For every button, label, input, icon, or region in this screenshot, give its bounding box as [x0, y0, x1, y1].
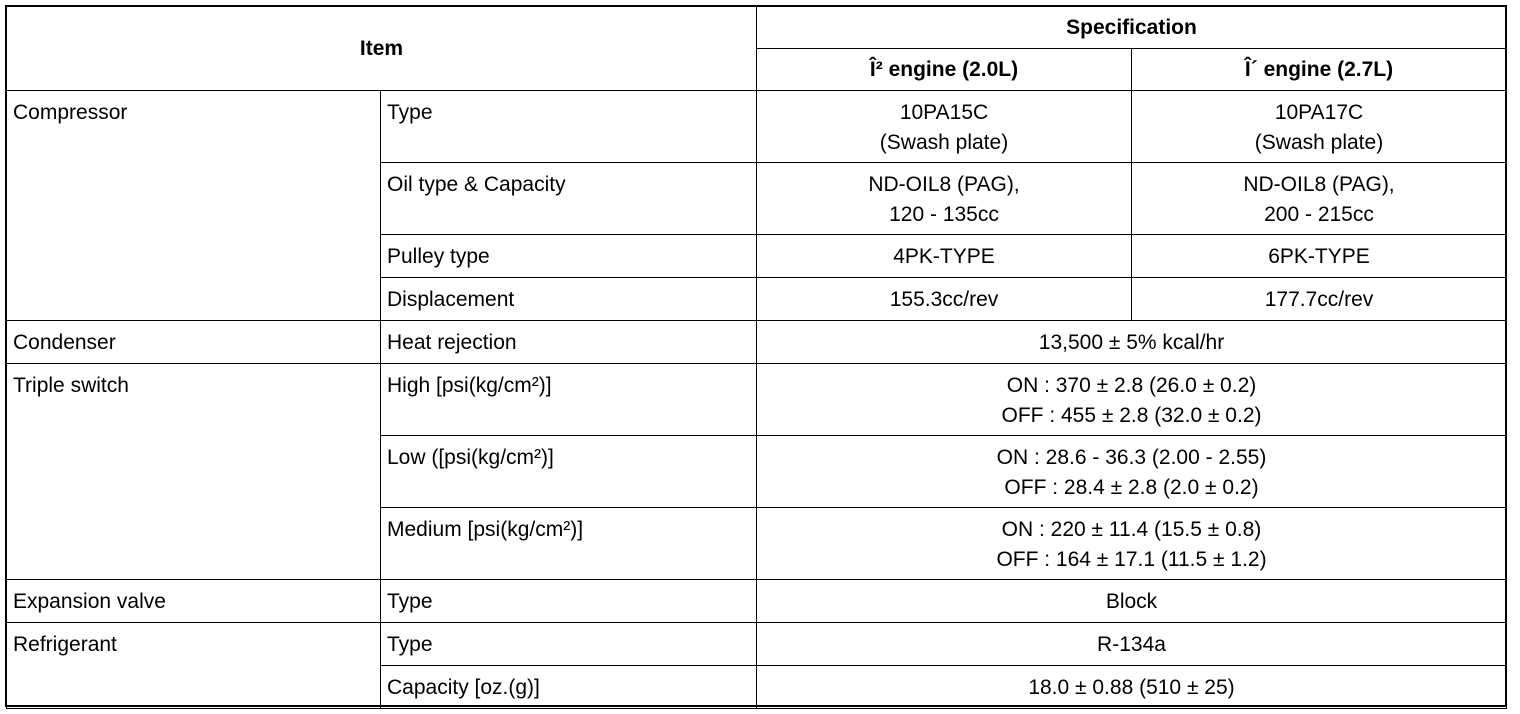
- item-label: High [psi(kg/cm²)]: [380, 363, 757, 436]
- cell-text: Capacity [oz.(g)]: [387, 676, 540, 699]
- spec-value: 10PA15C (Swash plate): [756, 90, 1132, 163]
- cell-text: Specification: [1066, 16, 1197, 39]
- item-label: Type: [380, 579, 757, 623]
- item-label: Type: [380, 90, 757, 163]
- spec-value: 18.0 ± 0.88 (510 ± 25): [756, 665, 1507, 709]
- cell-text: OFF : 28.4 ± 2.8 (2.0 ± 0.2): [1004, 476, 1259, 499]
- cell-text: Expansion valve: [13, 590, 166, 613]
- cell-text: Medium [psi(kg/cm²)]: [387, 518, 584, 541]
- cell-text: 18.0 ± 0.88 (510 ± 25): [1028, 676, 1235, 699]
- header-engine: Î´ engine (2.7L): [1131, 48, 1507, 91]
- item-label: Medium [psi(kg/cm²)]: [380, 507, 757, 580]
- cell-text: Displacement: [387, 288, 515, 311]
- cell-text: OFF : 164 ± 17.1 (11.5 ± 1.2): [996, 548, 1267, 571]
- cell-text: ON : 370 ± 2.8 (26.0 ± 0.2): [1006, 374, 1257, 397]
- spec-value: ON : 220 ± 11.4 (15.5 ± 0.8) OFF : 164 ± …: [756, 507, 1507, 580]
- group-name: Condenser: [6, 320, 381, 364]
- group-name: Compressor: [6, 90, 381, 321]
- cell-text: Type: [387, 633, 433, 656]
- item-label: Type: [380, 622, 757, 666]
- cell-text: R-134a: [1097, 633, 1166, 656]
- spec-value: 177.7cc/rev: [1131, 277, 1507, 321]
- cell-text: ON : 220 ± 11.4 (15.5 ± 0.8): [1001, 518, 1262, 541]
- cell-text: 6PK-TYPE: [1268, 245, 1370, 268]
- item-label: Pulley type: [380, 234, 757, 278]
- cell-text: 4PK-TYPE: [893, 245, 995, 268]
- item-label: Heat rejection: [380, 320, 757, 364]
- spec-value: R-134a: [756, 622, 1507, 666]
- cell-text: 200 - 215cc: [1264, 203, 1374, 226]
- spec-value: 10PA17C (Swash plate): [1131, 90, 1507, 163]
- cell-text: Triple switch: [13, 374, 129, 397]
- spec-value: Block: [756, 579, 1507, 623]
- cell-text: Low ([psi(kg/cm²)]: [387, 446, 554, 469]
- item-label: Low ([psi(kg/cm²)]: [380, 435, 757, 508]
- cell-text: Oil type & Capacity: [387, 173, 566, 196]
- cell-text: High [psi(kg/cm²)]: [387, 374, 552, 397]
- group-name: Expansion valve: [6, 579, 381, 623]
- header-item: Item: [6, 6, 757, 91]
- cell-text: (Swash plate): [1254, 131, 1384, 154]
- cell-text: 13,500 ± 5% kcal/hr: [1038, 331, 1225, 354]
- cell-text: OFF : 455 ± 2.8 (32.0 ± 0.2): [1001, 404, 1262, 427]
- spec-value: ND-OIL8 (PAG), 200 - 215cc: [1131, 162, 1507, 235]
- cell-text: ON : 28.6 - 36.3 (2.00 - 2.55): [996, 446, 1267, 469]
- spec-value: 6PK-TYPE: [1131, 234, 1507, 278]
- cell-text: 10PA17C: [1274, 101, 1364, 124]
- cell-text: ND-OIL8 (PAG),: [1243, 173, 1395, 196]
- spec-value: ND-OIL8 (PAG), 120 - 135cc: [756, 162, 1132, 235]
- spec-value: 4PK-TYPE: [756, 234, 1132, 278]
- cell-text: 120 - 135cc: [889, 203, 999, 226]
- group-name: Triple switch: [6, 363, 381, 580]
- cell-text: 155.3cc/rev: [889, 288, 999, 311]
- item-label: Oil type & Capacity: [380, 162, 757, 235]
- cell-text: ND-OIL8 (PAG),: [868, 173, 1020, 196]
- spec-value: ON : 28.6 - 36.3 (2.00 - 2.55) OFF : 28.4…: [756, 435, 1507, 508]
- header-engine: Î² engine (2.0L): [756, 48, 1132, 91]
- cell-text: (Swash plate): [879, 131, 1009, 154]
- group-name: Refrigerant: [6, 622, 381, 709]
- cell-text: Î´ engine (2.7L): [1244, 58, 1394, 81]
- cell-text: 10PA15C: [899, 101, 989, 124]
- cell-text: Refrigerant: [13, 633, 117, 656]
- header-spec: Specification: [756, 6, 1507, 49]
- cell-text: Type: [387, 101, 433, 124]
- spec-value: 155.3cc/rev: [756, 277, 1132, 321]
- cell-text: Type: [387, 590, 433, 613]
- cell-text: 177.7cc/rev: [1264, 288, 1374, 311]
- cell-text: Compressor: [13, 101, 128, 124]
- spec-value: ON : 370 ± 2.8 (26.0 ± 0.2) OFF : 455 ± 2…: [756, 363, 1507, 436]
- item-label: Displacement: [380, 277, 757, 321]
- cell-text: Block: [1105, 590, 1158, 613]
- cell-text: Pulley type: [387, 245, 490, 268]
- item-label: Capacity [oz.(g)]: [380, 665, 757, 709]
- cell-text: Î² engine (2.0L): [869, 58, 1019, 81]
- cell-text: Heat rejection: [387, 331, 517, 354]
- cell-text: Condenser: [13, 331, 116, 354]
- cell-text: Item: [359, 37, 404, 60]
- spec-value: 13,500 ± 5% kcal/hr: [756, 320, 1507, 364]
